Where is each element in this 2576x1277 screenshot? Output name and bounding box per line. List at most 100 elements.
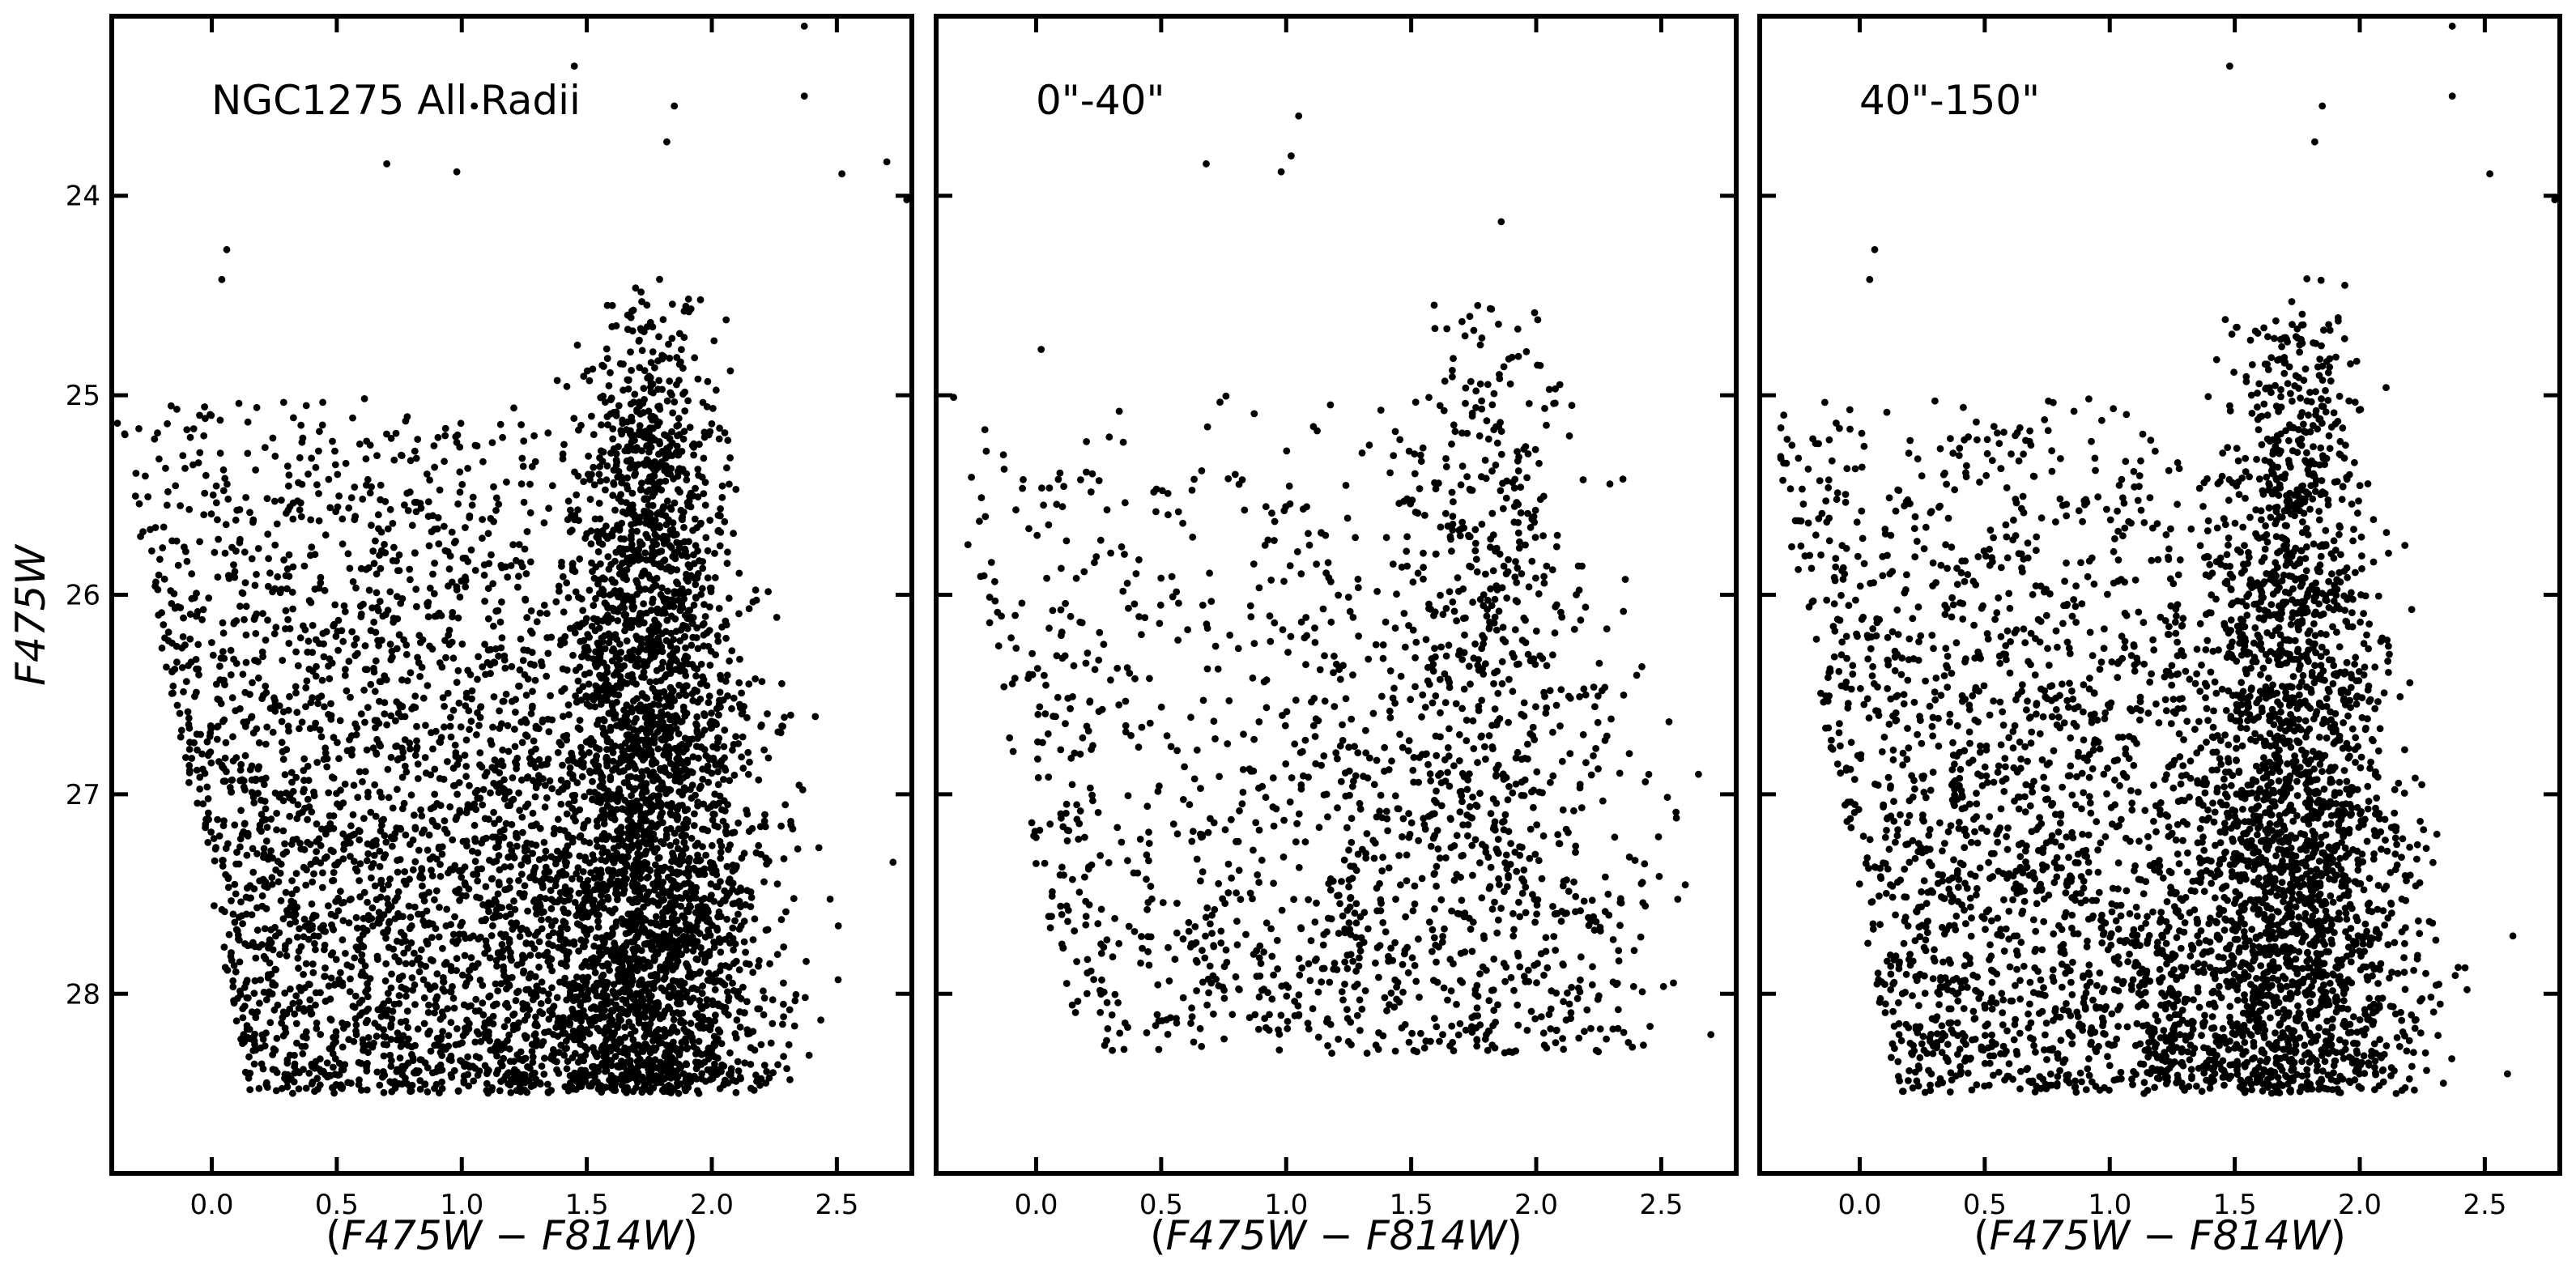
point (731, 917, 739, 925)
point (407, 669, 415, 677)
point (429, 570, 436, 578)
point (490, 808, 497, 816)
point (658, 648, 666, 655)
point (642, 799, 650, 807)
point (705, 1044, 713, 1052)
point (724, 1079, 732, 1087)
point (321, 531, 330, 539)
point (317, 692, 326, 700)
point (699, 982, 706, 990)
point (568, 560, 577, 568)
point (709, 816, 717, 824)
point (575, 426, 582, 434)
point (513, 961, 522, 969)
point (544, 715, 552, 723)
point (620, 611, 628, 619)
point (266, 959, 274, 967)
point (271, 541, 279, 549)
point (368, 874, 375, 882)
point (594, 618, 602, 625)
point (638, 640, 645, 648)
point (400, 949, 408, 957)
point (666, 745, 674, 753)
point (717, 671, 724, 679)
point (304, 980, 313, 988)
point (683, 709, 691, 717)
point (726, 1049, 734, 1057)
point (609, 590, 617, 597)
point (181, 465, 189, 472)
point (426, 476, 433, 484)
point (496, 725, 504, 732)
point (543, 634, 551, 641)
point (517, 926, 525, 934)
point (679, 364, 687, 372)
point (547, 1087, 555, 1094)
point (700, 726, 709, 734)
point (693, 722, 700, 730)
point (297, 421, 305, 429)
point (616, 1075, 624, 1083)
point (766, 960, 773, 968)
point (215, 535, 222, 543)
point (706, 517, 714, 524)
point (416, 673, 424, 680)
point (646, 1075, 654, 1083)
point (725, 973, 733, 981)
point (466, 726, 473, 734)
point (581, 649, 589, 657)
point (645, 407, 653, 415)
point (745, 605, 753, 613)
point (380, 1026, 387, 1033)
point (826, 896, 834, 903)
point (662, 703, 669, 710)
point (541, 803, 549, 811)
point (647, 359, 655, 367)
point (603, 746, 611, 753)
point (699, 775, 707, 783)
point (389, 520, 397, 527)
point (686, 854, 693, 862)
point (594, 548, 602, 555)
point (581, 793, 588, 801)
point (456, 488, 464, 496)
point (664, 587, 671, 595)
point (408, 1050, 415, 1058)
point (567, 506, 574, 514)
point (411, 811, 418, 819)
point (641, 549, 649, 557)
point (607, 396, 615, 404)
point (521, 545, 529, 553)
point (487, 737, 495, 745)
point (503, 478, 510, 486)
point (634, 1041, 642, 1049)
point (567, 513, 575, 520)
point (696, 296, 705, 304)
point (545, 1015, 553, 1023)
point (492, 506, 500, 514)
point (777, 822, 785, 830)
point (300, 755, 309, 763)
point (672, 628, 680, 635)
point (205, 594, 213, 602)
point (538, 916, 545, 924)
point (668, 990, 676, 998)
point (675, 1051, 683, 1058)
point (780, 1013, 787, 1020)
point (626, 992, 634, 1000)
point (628, 792, 635, 799)
point (228, 897, 235, 905)
point (889, 858, 897, 866)
point (533, 618, 541, 626)
point (673, 977, 681, 985)
point (540, 951, 548, 960)
point (673, 646, 680, 654)
point (736, 655, 743, 663)
point (755, 776, 763, 784)
point (684, 588, 692, 596)
point (509, 926, 517, 933)
point (576, 555, 584, 563)
point (585, 839, 594, 847)
point (668, 391, 675, 399)
